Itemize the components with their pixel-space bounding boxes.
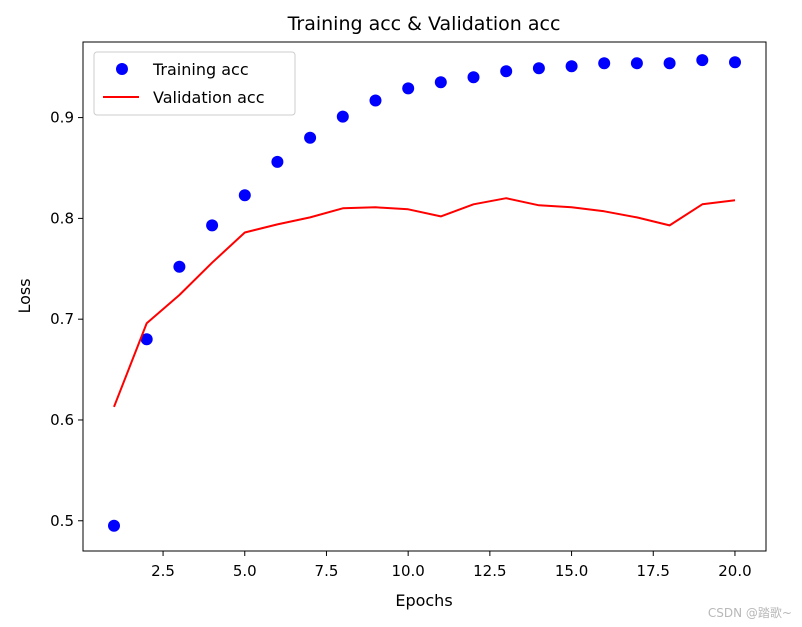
x-axis-label: Epochs (395, 591, 452, 610)
training-acc-point (500, 65, 513, 78)
training-acc-point (402, 82, 415, 95)
training-acc-point (434, 76, 447, 89)
training-acc-point (467, 71, 480, 84)
training-acc-point (565, 60, 578, 73)
series-layer (108, 54, 741, 532)
legend-label-training: Training acc (152, 60, 249, 79)
chart-title: Training acc & Validation acc (287, 13, 561, 35)
x-tick-label: 7.5 (315, 562, 339, 580)
x-axis: 2.5 5.0 7.5 10.0 12.5 15.0 17.5 20.0 (151, 551, 752, 580)
x-tick-label: 15.0 (555, 562, 588, 580)
legend-marker-training (116, 63, 128, 75)
x-tick-label: 12.5 (473, 562, 506, 580)
training-acc-point (304, 131, 317, 144)
y-tick-label: 0.6 (50, 411, 74, 429)
y-axis: 0.5 0.6 0.7 0.8 0.9 (50, 109, 83, 530)
training-acc-point (173, 260, 186, 273)
y-tick-label: 0.8 (50, 209, 74, 227)
training-acc-point (108, 519, 120, 532)
plot-area (82, 41, 767, 552)
training-acc-point (532, 62, 545, 75)
legend: Training acc Validation acc (93, 51, 296, 116)
training-acc-point (140, 333, 153, 346)
y-axis-label: Loss (15, 278, 34, 313)
x-tick-label: 5.0 (233, 562, 257, 580)
training-acc-point (206, 219, 219, 232)
training-acc-point (238, 189, 251, 202)
x-tick-label: 17.5 (637, 562, 670, 580)
x-tick-label: 20.0 (718, 562, 751, 580)
training-acc-point (598, 57, 611, 70)
training-acc-point (729, 56, 741, 69)
validation-acc-line (113, 197, 736, 408)
legend-box (93, 51, 296, 116)
x-tick-label: 2.5 (151, 562, 175, 580)
x-tick-label: 10.0 (391, 562, 424, 580)
training-acc-point (336, 110, 349, 123)
y-tick-label: 0.9 (50, 109, 74, 127)
y-tick-label: 0.7 (50, 310, 74, 328)
training-acc-point (630, 57, 643, 70)
y-tick-label: 0.5 (50, 512, 74, 530)
training-acc-point (696, 54, 709, 67)
training-acc-point (369, 94, 382, 107)
training-acc-point (663, 57, 676, 70)
training-acc-point (271, 155, 284, 168)
legend-label-validation: Validation acc (153, 88, 265, 107)
watermark: CSDN @踏歌~ (707, 606, 792, 620)
